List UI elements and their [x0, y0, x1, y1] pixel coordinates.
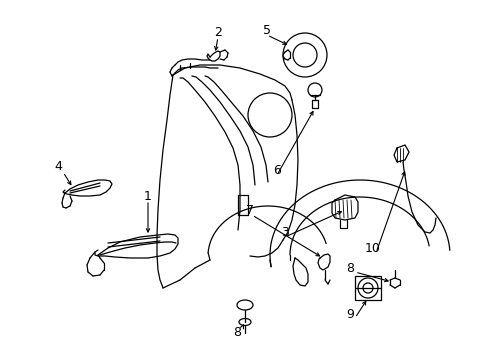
Text: 9: 9: [346, 309, 353, 321]
Text: 6: 6: [272, 163, 281, 176]
Text: 8: 8: [346, 261, 353, 274]
Text: 5: 5: [263, 23, 270, 36]
Text: 10: 10: [365, 242, 380, 255]
Text: 1: 1: [144, 189, 152, 202]
Text: 8: 8: [232, 327, 241, 339]
Text: 4: 4: [54, 161, 62, 174]
Text: 2: 2: [214, 26, 222, 39]
Bar: [354, 276, 380, 300]
Text: 3: 3: [281, 225, 288, 238]
Text: 7: 7: [245, 203, 253, 216]
